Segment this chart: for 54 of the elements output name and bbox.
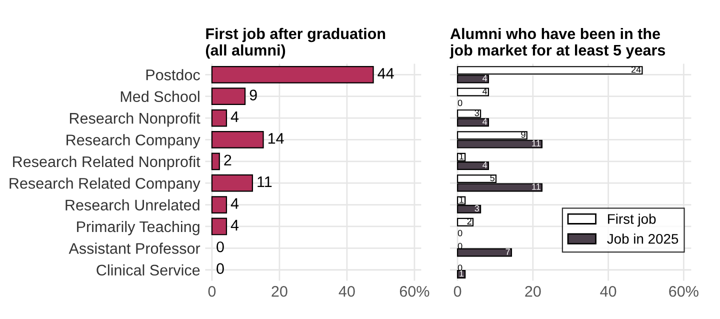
- x-tick-label: 40: [338, 286, 355, 297]
- annotation: 4: [482, 162, 488, 168]
- annotation: 4: [230, 111, 239, 122]
- annotation: 44: [378, 68, 394, 79]
- y-tick-label: Research Related Nonprofit: [13, 156, 200, 170]
- y-tick-label: Assistant Professor: [68, 242, 200, 254]
- y-tick-label: Research Related Company: [10, 178, 200, 192]
- bar: [456, 218, 474, 226]
- annotation: 11: [532, 184, 540, 190]
- legend-label: First job: [608, 214, 656, 227]
- annotation: 4: [482, 88, 488, 94]
- bar: [211, 66, 374, 84]
- annotation: 0: [216, 241, 224, 252]
- x-tick-label: 20: [272, 286, 288, 297]
- y-tick-label: Research Unrelated: [66, 199, 200, 210]
- y-tick-label: Primarily Teaching: [77, 220, 200, 236]
- x-tick-label: 40: [600, 286, 616, 297]
- x-tick-label: 0: [454, 286, 462, 297]
- bar: [211, 218, 228, 236]
- annotation: 1: [460, 270, 464, 277]
- y-tick-label: Research Company: [66, 134, 200, 148]
- x-tick-label: 0: [208, 286, 216, 297]
- x-tick-label: 60%: [400, 286, 430, 297]
- y-tick-label: Research Nonprofit: [70, 112, 200, 127]
- annotation: 2: [224, 154, 232, 166]
- x-tick-label: 60%: [669, 286, 698, 297]
- annotation: 3: [474, 205, 479, 212]
- y-tick-label: Clinical Service: [96, 264, 200, 276]
- legend-label: Job in 2025: [607, 234, 678, 244]
- annotation: 9: [250, 90, 257, 100]
- bar: [456, 248, 512, 257]
- annotation: 0: [458, 230, 462, 236]
- annotation: 4: [230, 198, 239, 209]
- y-tick-label: Postdoc: [146, 69, 200, 80]
- annotation: 0: [216, 263, 224, 274]
- annotation: 14: [268, 133, 284, 144]
- bar: [211, 174, 254, 192]
- bar: [211, 109, 228, 127]
- annotation: 0: [458, 100, 462, 106]
- annotation: 11: [532, 140, 540, 146]
- bar: [456, 88, 489, 96]
- bar: [211, 88, 246, 106]
- bar: [211, 152, 220, 170]
- bar: [211, 196, 228, 214]
- chart-title: First job after graduation (all alumni): [206, 28, 386, 59]
- annotation: 11: [258, 176, 272, 188]
- bar: [211, 131, 264, 148]
- annotation: 4: [482, 75, 488, 82]
- annotation: 4: [230, 220, 239, 230]
- y-tick-label: Med School: [120, 90, 200, 102]
- chart-title: Alumni who have been in the job market for at least 5 years: [450, 28, 666, 59]
- x-tick-label: 20: [525, 286, 541, 297]
- annotation: 4: [482, 118, 488, 125]
- annotation: 7: [506, 248, 510, 255]
